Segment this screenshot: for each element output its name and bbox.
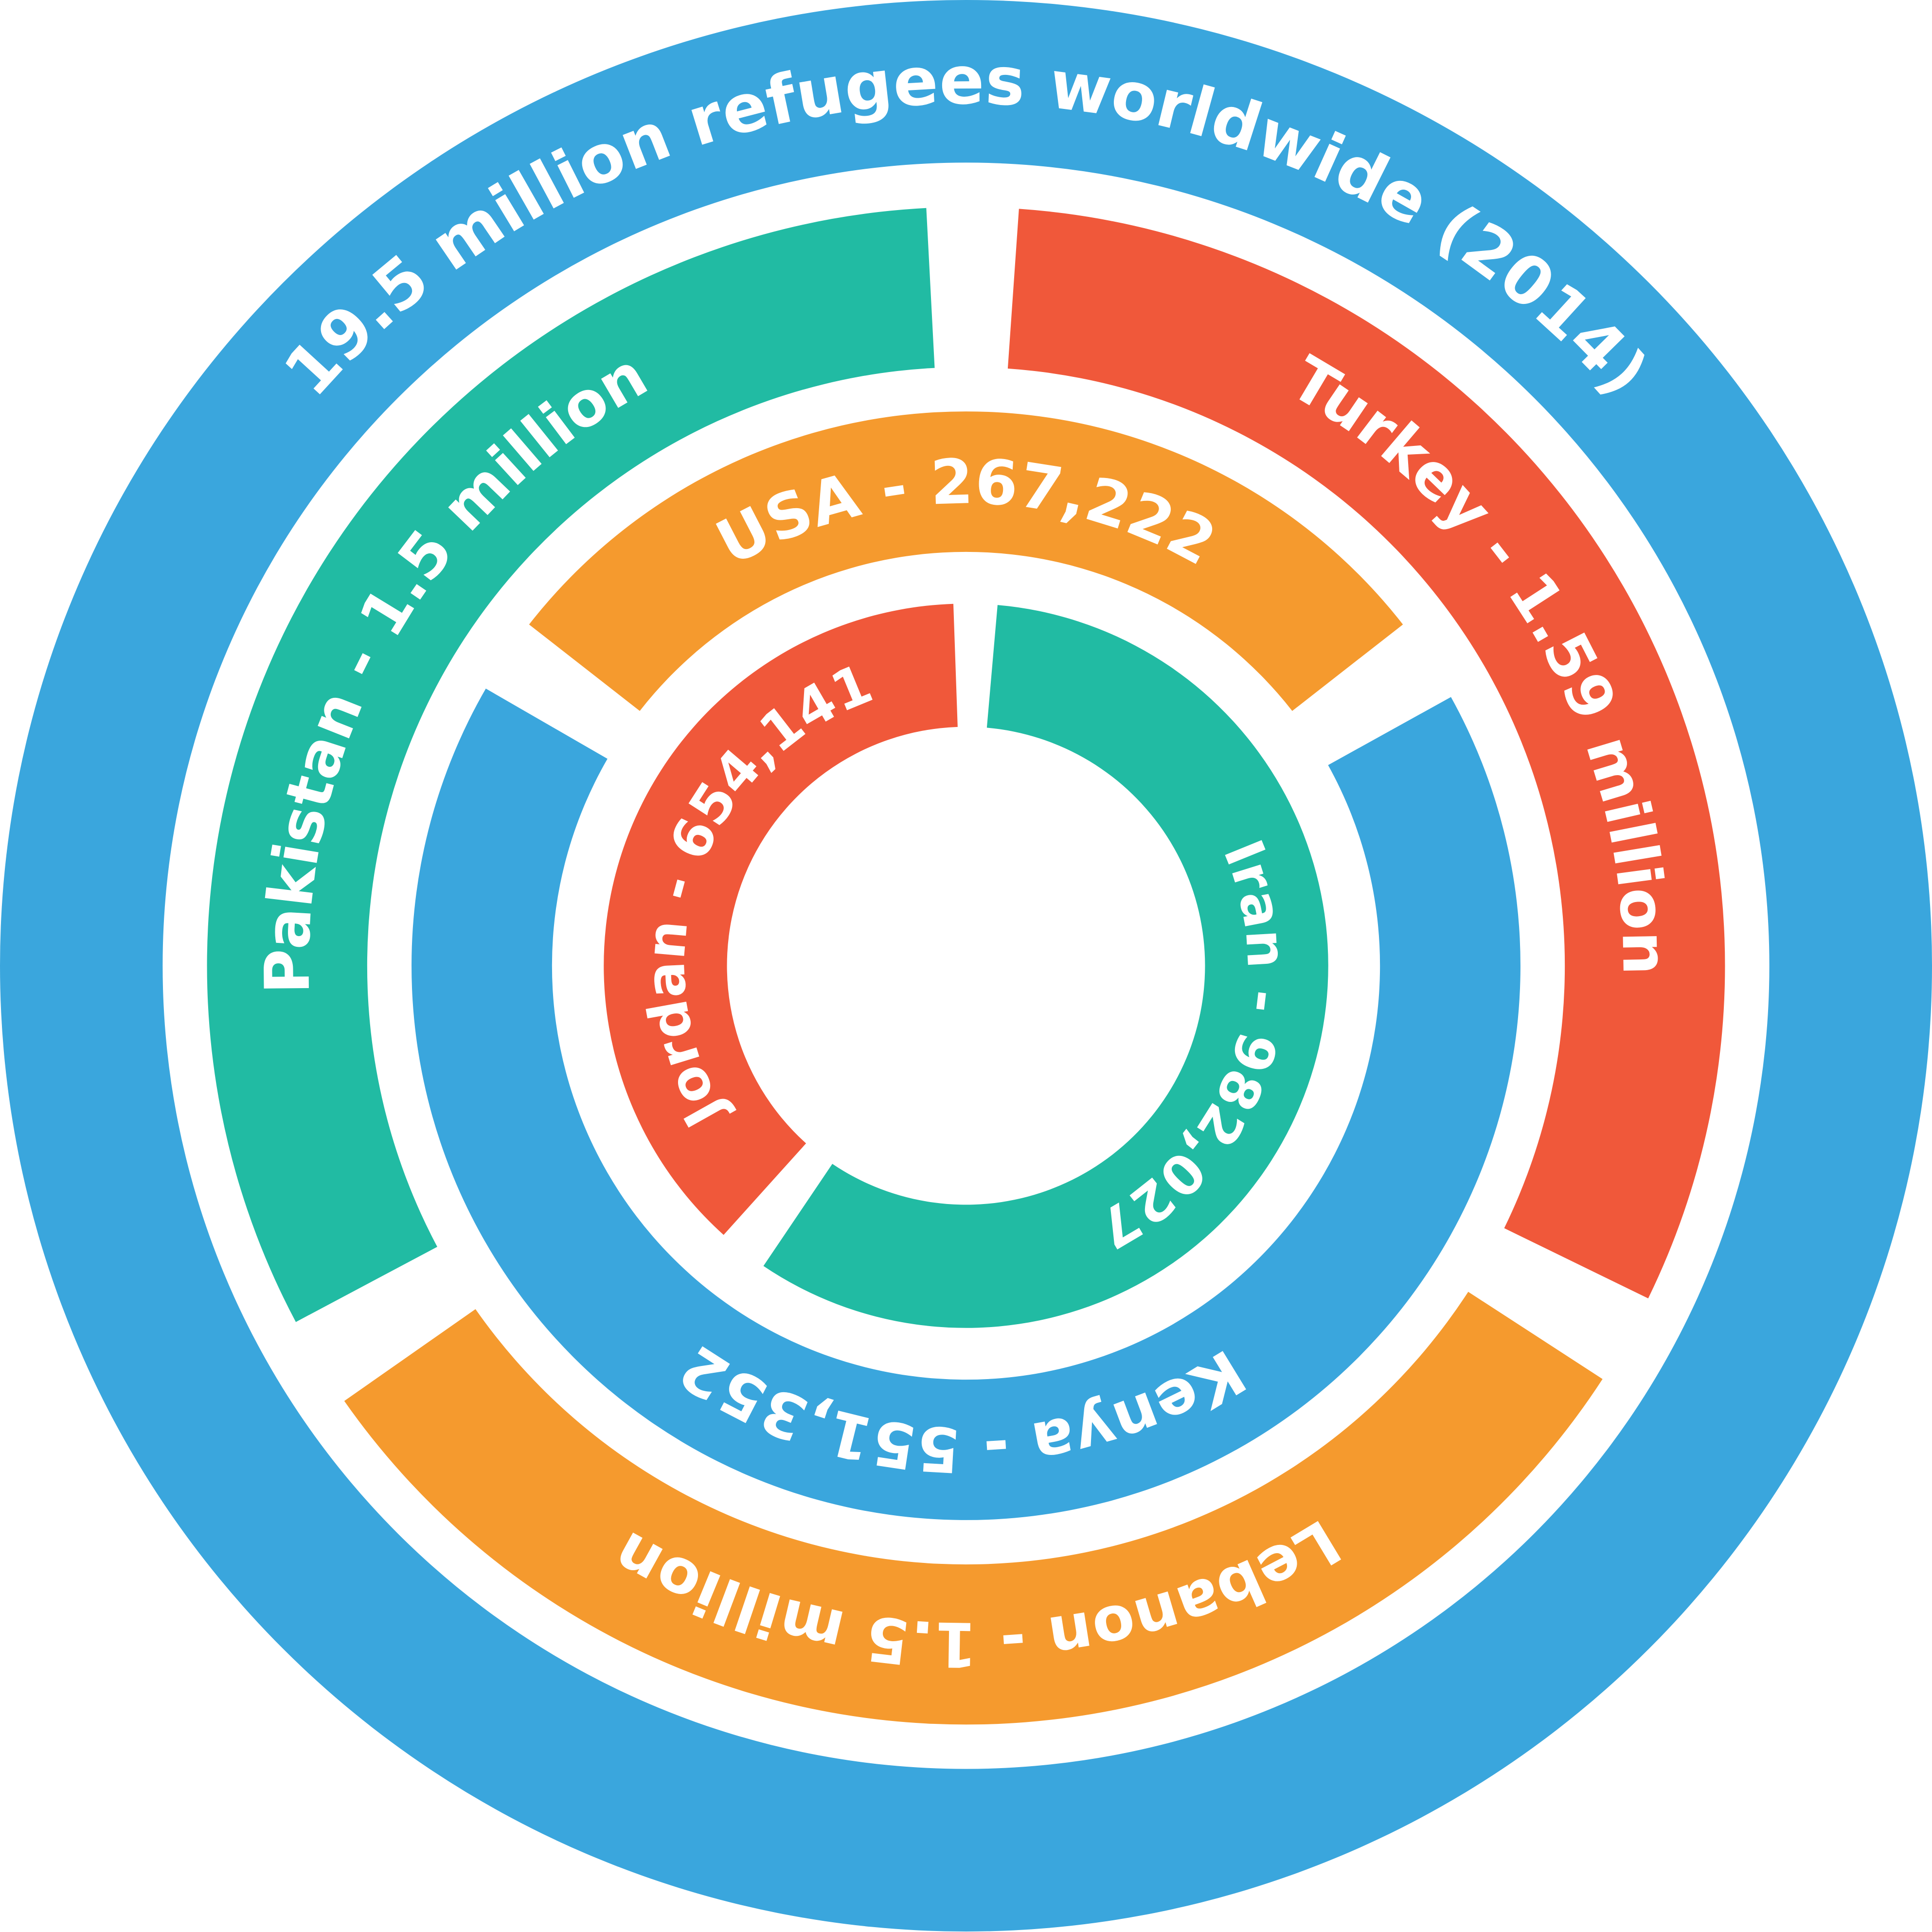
inner-disc (162, 162, 1770, 1769)
segment (207, 208, 935, 1322)
segment (763, 605, 1328, 1328)
segment (604, 603, 958, 1235)
segment (344, 1292, 1603, 1725)
segment (411, 689, 1521, 1520)
segment (1007, 209, 1725, 1299)
segment (529, 411, 1403, 711)
